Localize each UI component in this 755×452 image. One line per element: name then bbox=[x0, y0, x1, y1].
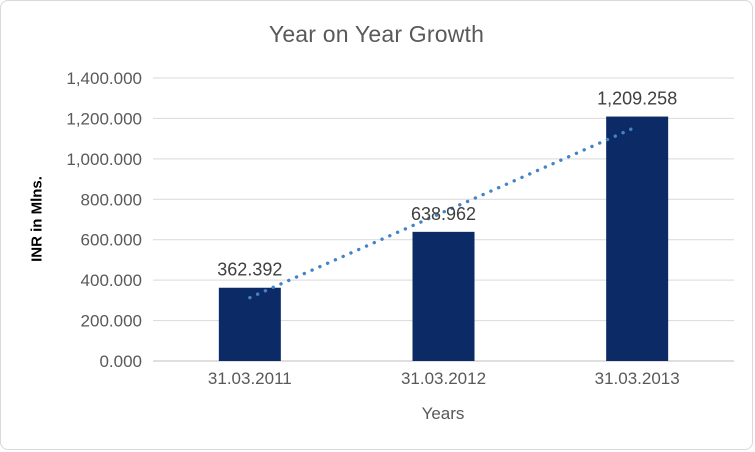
y-tick-label: 1,000.000 bbox=[66, 150, 142, 169]
y-tick-label: 400.000 bbox=[81, 271, 142, 290]
x-axis-title: Years bbox=[421, 404, 465, 423]
y-tick-label: 0.000 bbox=[99, 352, 142, 371]
y-tick-label: 600.000 bbox=[81, 231, 142, 250]
y-tick-label: 1,200.000 bbox=[66, 109, 142, 128]
bar bbox=[606, 116, 669, 362]
y-tick-label: 1,400.000 bbox=[66, 69, 142, 88]
chart-title: Year on Year Growth bbox=[268, 21, 485, 47]
data-label: 1,209.258 bbox=[597, 89, 677, 109]
y-axis-title: INR in Mlns. bbox=[28, 176, 46, 262]
trendline bbox=[248, 124, 639, 300]
x-tick-label: 31.03.2011 bbox=[208, 369, 292, 388]
bar bbox=[412, 231, 475, 361]
x-tick-label: 31.03.2013 bbox=[595, 369, 680, 388]
bar bbox=[218, 287, 281, 361]
x-tick-label: 31.03.2012 bbox=[401, 369, 486, 388]
data-label: 638.962 bbox=[411, 204, 476, 224]
y-tick-label: 800.000 bbox=[81, 190, 142, 209]
y-tick-label: 200.000 bbox=[81, 312, 142, 331]
data-label: 362.392 bbox=[217, 260, 282, 280]
